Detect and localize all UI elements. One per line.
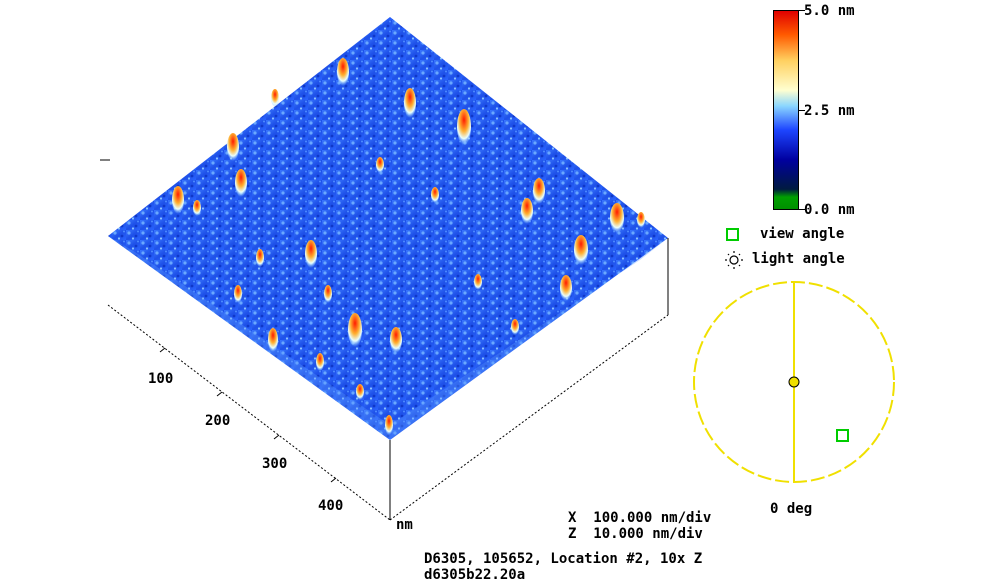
- color-scale-bar: [773, 10, 799, 210]
- colorbar-tick-min: [799, 209, 805, 210]
- view-angle-label: view angle: [760, 226, 845, 242]
- light-angle-legend-icon: [725, 251, 743, 269]
- x-scale-label: X 100.000 nm/div: [568, 510, 712, 526]
- surface-plane: [108, 17, 668, 440]
- axis-ticks: [159, 347, 337, 483]
- file-info-line2: d6305b22.20a: [424, 567, 526, 583]
- view-angle-legend-icon: [726, 228, 739, 241]
- axis-tick-label: 100: [148, 371, 174, 387]
- colorbar-min-label: 0.0 nm: [804, 202, 855, 218]
- colorbar-mid-label: 2.5 nm: [804, 103, 855, 119]
- axis-tick-label: 200: [205, 413, 231, 429]
- light-angle-marker-icon: [788, 376, 800, 388]
- file-info-line1: D6305, 105652, Location #2, 10x Z: [424, 551, 703, 567]
- axes: [100, 159, 669, 521]
- colorbar-tick-mid: [799, 110, 805, 111]
- surface-peaks: [172, 58, 645, 435]
- colorbar-tick-max: [799, 10, 805, 11]
- colorbar-max-label: 5.0 nm: [804, 3, 855, 19]
- axis-tick-label: 300: [262, 456, 288, 472]
- z-scale-label: Z 10.000 nm/div: [568, 526, 703, 542]
- axis-tick-label: 400: [318, 498, 344, 514]
- zero-degree-label: 0 deg: [770, 501, 813, 517]
- orientation-widget: [693, 281, 895, 483]
- light-angle-label: light angle: [752, 251, 845, 267]
- axis-unit-label: nm: [396, 517, 413, 533]
- view-angle-marker-icon: [836, 429, 849, 442]
